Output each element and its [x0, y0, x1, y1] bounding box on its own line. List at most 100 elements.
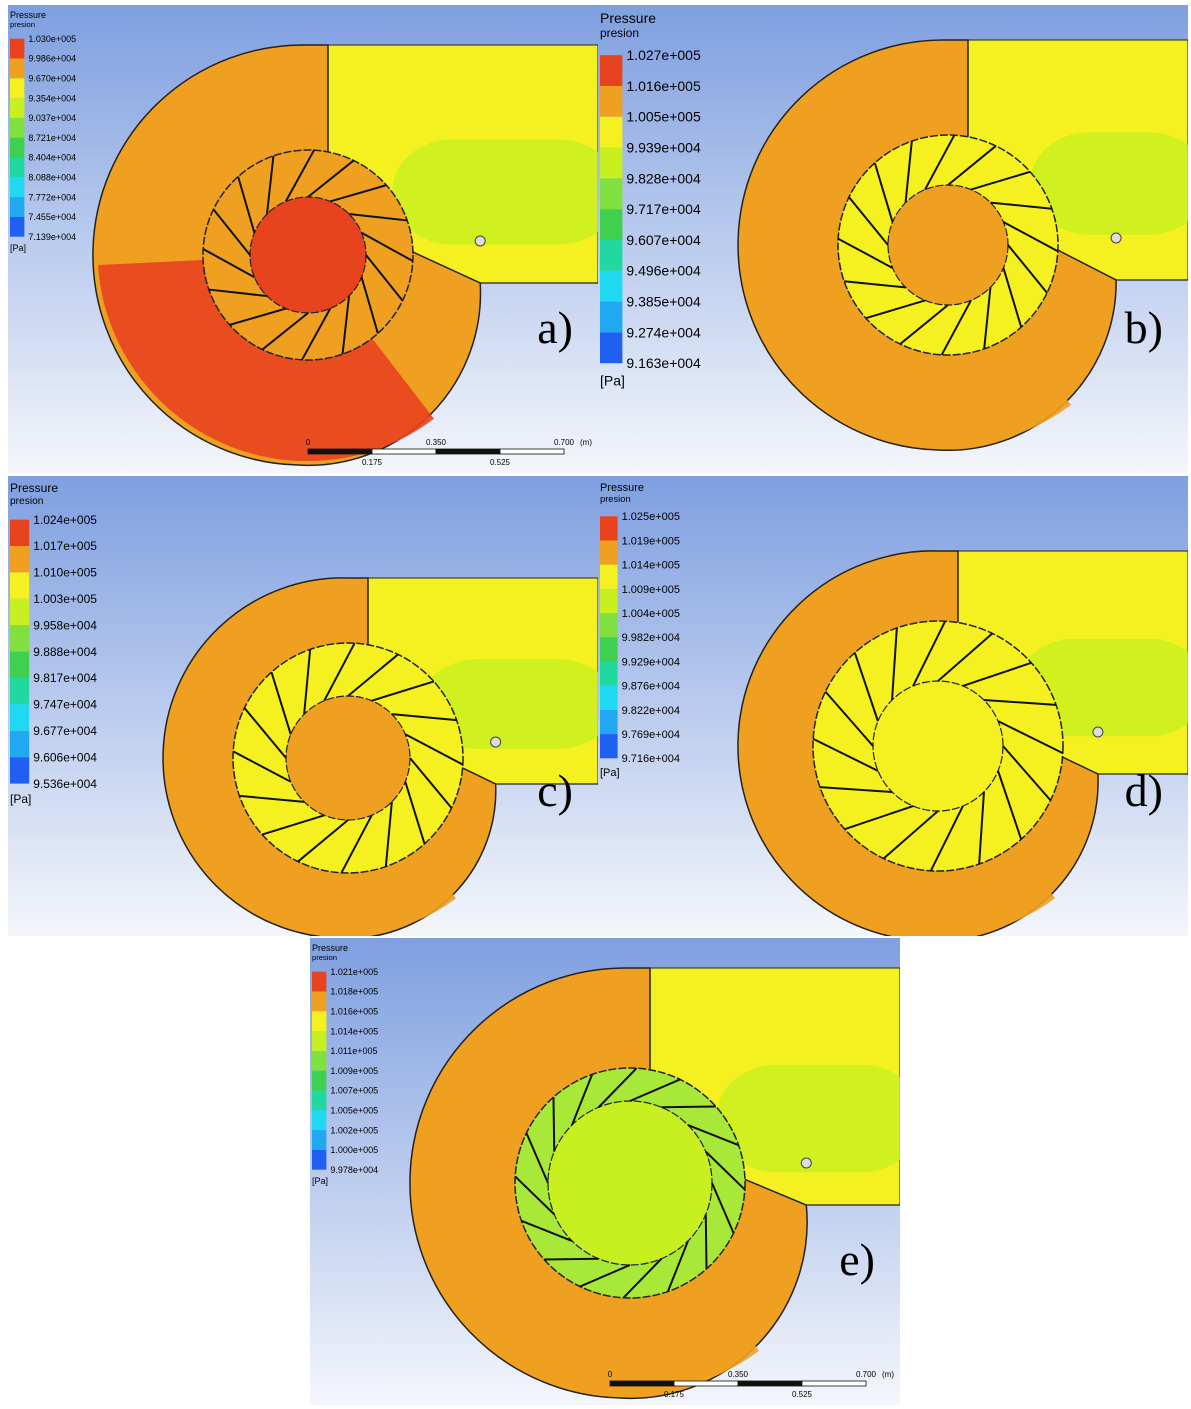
legend-swatch	[600, 270, 623, 302]
legend-swatch	[10, 157, 25, 178]
scale-segment	[673, 1380, 739, 1387]
blade	[1007, 244, 1048, 294]
legend-swatch	[600, 588, 618, 614]
legend-swatch	[600, 301, 623, 333]
legend-value: 1.005e+005	[626, 109, 701, 125]
legend-value: 1.014e+005	[622, 560, 680, 572]
blade	[824, 690, 874, 747]
blade	[865, 299, 926, 320]
scale-label: 0.175	[362, 458, 383, 467]
legend-value: 8.721e+004	[28, 133, 76, 143]
legend-value: 9.817e+004	[33, 671, 97, 685]
blade	[962, 661, 1032, 687]
legend-title: Pressure	[600, 10, 656, 26]
scale-label: 0.700	[856, 1370, 877, 1379]
scale-label: 0.525	[792, 1390, 813, 1399]
legend-value: 7.139e+004	[28, 232, 76, 242]
legend-swatch	[312, 1070, 327, 1091]
blade	[904, 141, 913, 203]
legend-value: 9.354e+004	[28, 93, 76, 103]
blade	[873, 162, 894, 223]
legend-swatch	[10, 651, 30, 678]
blade	[340, 814, 373, 874]
legend-swatch	[600, 516, 618, 541]
legend-value: 9.876e+004	[622, 681, 680, 693]
scale-segment	[737, 1380, 803, 1387]
scale-segment	[371, 448, 437, 455]
legend-swatch	[312, 1050, 327, 1071]
scale-label: 0.350	[728, 1370, 749, 1379]
contour-panel: c) Pressure presion 1.024e+005 1.017e+005 1.0…	[8, 476, 598, 936]
blade	[243, 707, 287, 759]
legend-value: 1.030e+005	[28, 34, 76, 44]
legend-value: 1.016e+005	[626, 78, 701, 94]
outlet-core	[1030, 132, 1188, 235]
legend-swatch	[600, 209, 623, 240]
legend-value: 9.986e+004	[28, 54, 76, 64]
blade	[687, 1124, 739, 1147]
blade	[297, 819, 349, 863]
tongue	[800, 1157, 812, 1169]
blade	[924, 134, 956, 191]
legend-value: 9.607e+004	[626, 232, 701, 248]
scale-segment	[609, 1380, 675, 1387]
blade	[940, 299, 972, 356]
blade	[711, 1182, 735, 1234]
legend-value: 8.088e+004	[28, 172, 76, 182]
scale-label: 0.175	[664, 1390, 685, 1399]
legend-value: 1.024e+005	[33, 513, 97, 527]
legend-value: 9.982e+004	[622, 632, 680, 644]
blade	[239, 794, 305, 803]
legend-swatch	[600, 332, 623, 364]
legend-value: 1.004e+005	[622, 608, 680, 620]
legend-value: 9.717e+004	[626, 201, 701, 217]
legend-swatch	[600, 709, 618, 735]
blade	[571, 1074, 594, 1126]
blade	[891, 627, 898, 701]
scale-label: (m)	[882, 1370, 894, 1379]
blade	[983, 699, 1057, 706]
hub	[285, 695, 411, 821]
blade	[899, 304, 949, 345]
tongue	[474, 235, 486, 247]
scale-label: 0.525	[490, 458, 511, 467]
panel-label: a)	[537, 302, 573, 353]
legend-swatch	[312, 1130, 327, 1150]
scale-segment	[499, 448, 565, 455]
blade	[284, 149, 315, 202]
blade	[629, 1078, 681, 1102]
legend-value: 9.670e+004	[28, 73, 76, 83]
blade	[525, 1132, 549, 1184]
outlet-core	[420, 659, 598, 749]
blade	[347, 653, 399, 697]
blade	[661, 1105, 716, 1109]
legend-swatch	[600, 55, 623, 86]
legend-value: 9.163e+004	[626, 355, 701, 371]
blade	[978, 791, 985, 865]
scale-segment	[435, 448, 501, 455]
blade	[212, 208, 251, 256]
legend-swatch	[600, 540, 618, 565]
legend-swatch	[312, 1011, 327, 1032]
blade	[997, 770, 1023, 840]
blade	[844, 805, 914, 831]
legend-value: 9.677e+004	[33, 724, 97, 738]
legend-value: 9.037e+004	[28, 113, 76, 123]
contour-panel: a) Pressure presion 1.030e+005 9.986e+004 9.6…	[8, 5, 598, 473]
legend-title: Pressure	[10, 10, 46, 20]
legend-swatch	[600, 613, 618, 638]
blade	[404, 781, 426, 845]
legend-unit: [Pa]	[10, 243, 26, 253]
legend-swatch	[10, 38, 25, 59]
panel-label: d)	[1125, 765, 1163, 816]
blade	[819, 786, 893, 793]
blade	[384, 801, 393, 867]
legend-value: 7.772e+004	[28, 192, 76, 202]
legend-unit: [Pa]	[600, 373, 625, 389]
legend-value: 7.455e+004	[28, 212, 76, 222]
legend-swatch	[10, 546, 30, 573]
legend-value: 1.011e+005	[330, 1046, 377, 1056]
blade	[348, 212, 408, 222]
